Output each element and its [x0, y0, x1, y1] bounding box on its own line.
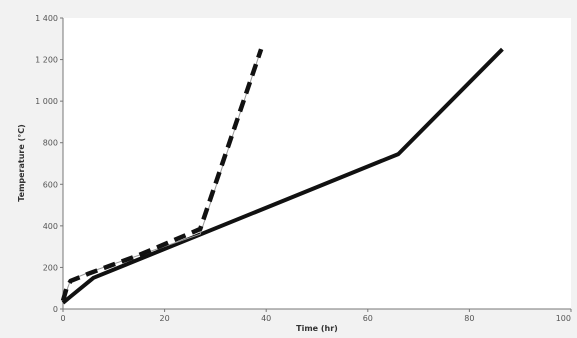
- y-tick-label: 1 200: [35, 56, 58, 65]
- x-tick-label: 40: [261, 314, 271, 323]
- y-tick-label: 1 400: [35, 14, 58, 23]
- y-tick-label: 800: [43, 139, 58, 148]
- axes: 0 200 400 600 800 1 000 1 200 1 400 0 20 40 60 80 100: [35, 14, 572, 323]
- x-tick-label: 80: [464, 314, 474, 323]
- x-tick-label: 20: [160, 314, 170, 323]
- y-tick-label: 600: [43, 180, 58, 189]
- x-axis-label: Time (hr): [296, 324, 338, 333]
- x-tick-label: 60: [363, 314, 373, 323]
- y-tick-label: 0: [53, 305, 58, 314]
- series-layer: [60, 47, 504, 305]
- x-tick-label: 100: [556, 314, 571, 323]
- y-tick-label: 1 000: [35, 97, 58, 106]
- y-tick-label: 400: [43, 222, 58, 231]
- x-tick-label: 0: [60, 314, 65, 323]
- y-axis-label: Temperature (°C): [17, 124, 26, 202]
- series-line-solid: [61, 47, 504, 305]
- plot-area: [63, 18, 571, 309]
- y-tick-label: 200: [43, 263, 58, 272]
- series-line-dashed: [60, 48, 264, 302]
